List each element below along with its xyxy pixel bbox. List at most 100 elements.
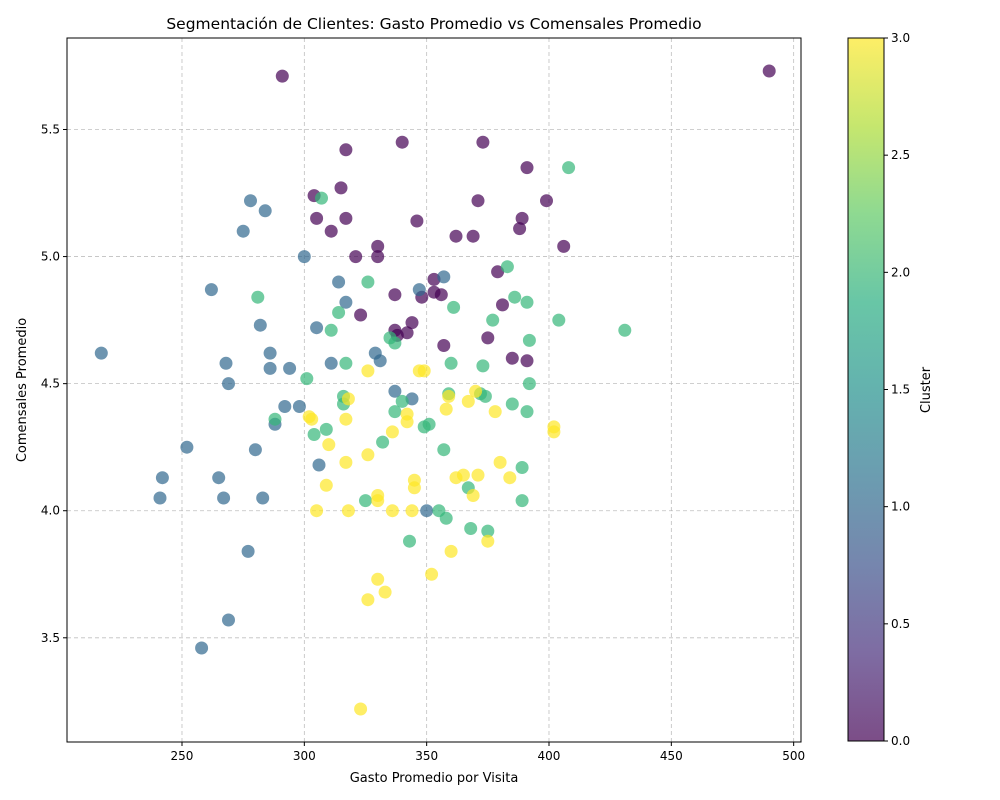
data-point-cluster-0 (434, 288, 448, 302)
data-point-cluster-3 (417, 364, 431, 378)
data-point-cluster-1 (263, 346, 277, 360)
data-point-cluster-1 (278, 400, 292, 413)
data-point-cluster-3 (444, 544, 458, 558)
data-point-cluster-1 (155, 471, 169, 485)
data-point-cluster-3 (354, 702, 368, 716)
data-point-cluster-2 (388, 336, 402, 350)
data-point-cluster-0 (520, 354, 534, 368)
data-point-cluster-0 (324, 224, 338, 238)
colorbar-ticks: 0.0 0.5 1.0 1.5 2.0 2.5 3.0 (884, 31, 910, 748)
y-tick-label: 4.0 (41, 504, 60, 518)
data-point-cluster-2 (324, 323, 338, 337)
data-point-cluster-0 (405, 316, 419, 330)
data-point-cluster-0 (513, 222, 527, 236)
data-point-cluster-0 (557, 239, 571, 253)
data-point-cluster-0 (310, 211, 324, 225)
data-point-cluster-0 (449, 229, 463, 243)
data-point-cluster-2 (552, 313, 566, 327)
data-point-cluster-3 (378, 585, 392, 599)
data-point-cluster-1 (195, 641, 209, 655)
colorbar-tick-label: 1.5 (891, 383, 910, 397)
data-point-cluster-2 (361, 275, 375, 289)
data-point-cluster-1 (241, 544, 255, 558)
data-point-cluster-2 (515, 461, 529, 474)
data-point-cluster-1 (312, 458, 326, 472)
data-point-cluster-1 (212, 471, 226, 485)
data-point-cluster-2 (315, 191, 328, 205)
data-point-cluster-3 (310, 504, 324, 518)
data-point-cluster-1 (217, 491, 231, 505)
data-point-cluster-1 (437, 270, 451, 284)
data-point-cluster-0 (334, 181, 348, 195)
colorbar-tick-label: 2.5 (891, 148, 910, 162)
y-tick-label: 4.5 (41, 377, 60, 391)
data-point-cluster-3 (481, 534, 495, 548)
data-point-cluster-1 (253, 318, 267, 332)
data-point-cluster-2 (359, 494, 372, 508)
data-point-cluster-0 (371, 250, 385, 264)
data-point-cluster-3 (319, 478, 333, 492)
data-point-cluster-3 (400, 415, 414, 429)
data-point-cluster-2 (447, 300, 461, 314)
data-point-cluster-1 (388, 384, 402, 398)
data-point-cluster-2 (520, 405, 534, 419)
data-point-cluster-3 (442, 389, 456, 403)
colorbar-label: Cluster (919, 366, 934, 413)
data-point-cluster-3 (439, 402, 453, 416)
data-point-cluster-1 (420, 504, 434, 518)
y-tick-label: 3.5 (41, 631, 60, 645)
data-point-cluster-3 (493, 455, 507, 469)
x-tick-label: 300 (293, 749, 316, 763)
data-point-cluster-1 (180, 440, 194, 454)
data-point-cluster-2 (439, 511, 453, 525)
data-point-cluster-1 (94, 346, 108, 360)
y-axis-ticks: 3.5 4.0 4.5 5.0 5.5 (41, 122, 67, 645)
y-tick-label: 5.5 (41, 122, 60, 136)
data-point-cluster-2 (319, 422, 333, 436)
colorbar: 0.0 0.5 1.0 1.5 2.0 2.5 3.0 Cluster (847, 31, 934, 748)
colorbar-gradient (848, 38, 884, 741)
data-point-cluster-3 (361, 364, 375, 378)
data-point-cluster-0 (437, 339, 451, 352)
data-point-cluster-2 (522, 377, 536, 391)
data-point-cluster-3 (341, 504, 355, 518)
data-point-cluster-2 (618, 323, 632, 337)
data-point-cluster-0 (491, 265, 505, 279)
data-point-cluster-0 (481, 331, 495, 345)
data-point-cluster-2 (515, 494, 529, 508)
data-point-cluster-3 (371, 572, 385, 586)
plot-area: 250 300 350 400 450 500 3.5 4.0 4.5 5.0 5.5 (41, 37, 805, 763)
x-tick-label: 400 (538, 749, 561, 763)
data-point-cluster-3 (385, 425, 399, 439)
data-point-cluster-0 (400, 326, 414, 340)
data-point-cluster-0 (496, 298, 509, 312)
data-point-cluster-2 (307, 428, 321, 441)
data-point-cluster-2 (300, 372, 314, 386)
data-point-cluster-3 (385, 504, 399, 518)
data-point-cluster-3 (339, 412, 353, 426)
data-point-cluster-2 (508, 290, 522, 304)
data-point-cluster-3 (322, 438, 336, 452)
data-point-cluster-1 (283, 361, 297, 375)
data-point-cluster-0 (388, 288, 402, 302)
data-point-cluster-2 (376, 435, 390, 449)
y-tick-label: 5.0 (41, 250, 60, 264)
colorbar-tick-label: 0.0 (891, 734, 910, 748)
data-point-cluster-2 (476, 359, 490, 373)
data-point-cluster-3 (361, 593, 375, 607)
data-point-cluster-3 (466, 489, 480, 502)
data-point-cluster-3 (488, 405, 502, 419)
data-point-cluster-0 (505, 351, 519, 365)
data-point-cluster-1 (219, 356, 233, 370)
data-point-cluster-1 (332, 275, 346, 289)
data-point-cluster-2 (251, 290, 265, 304)
data-point-cluster-1 (324, 356, 338, 370)
data-point-cluster-2 (522, 333, 536, 347)
data-point-cluster-3 (503, 471, 517, 485)
data-point-cluster-1 (405, 392, 419, 406)
data-point-cluster-0 (339, 211, 353, 225)
data-point-cluster-3 (341, 392, 355, 406)
data-point-cluster-2 (332, 306, 346, 319)
data-point-cluster-2 (486, 313, 500, 327)
